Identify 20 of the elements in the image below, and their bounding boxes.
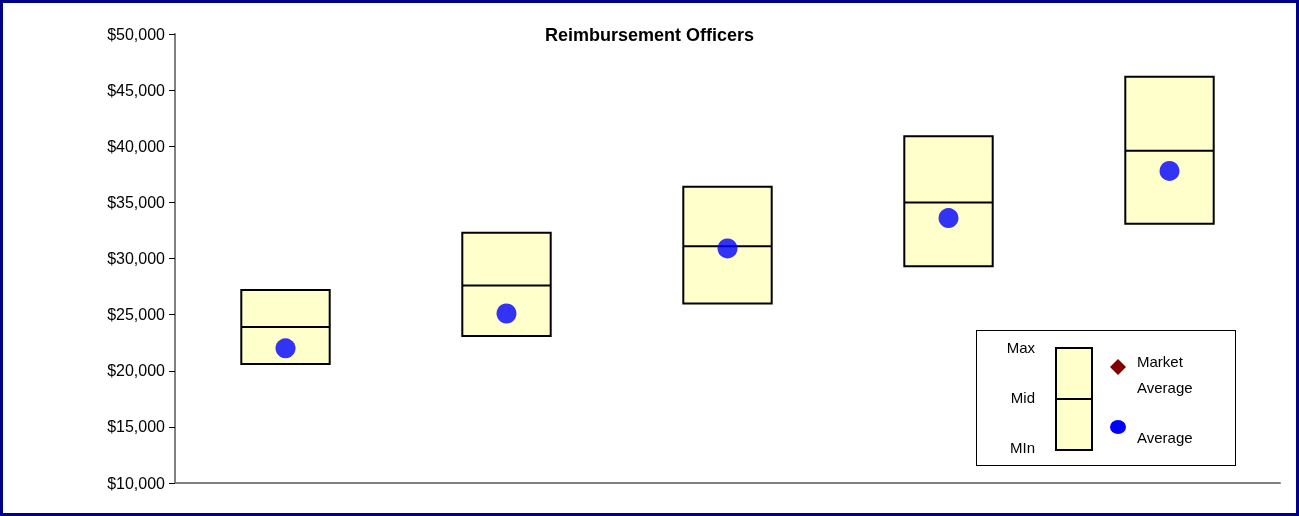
annotation: Mid (1010, 389, 1035, 406)
y-tick-label: $25,000 (107, 306, 166, 324)
annotation: MIn (1009, 439, 1035, 456)
y-tick-label: $15,000 (107, 418, 166, 436)
point (717, 238, 738, 259)
legend-label: Market Average (1137, 352, 1194, 398)
y-tick-label: $20,000 (107, 362, 166, 380)
point (496, 303, 517, 324)
point (275, 338, 296, 359)
chart-title: Reimbursement Officers (544, 25, 755, 45)
y-tick-label: $35,000 (107, 193, 166, 211)
annotation: Max (1006, 339, 1035, 356)
y-tick-label: $45,000 (107, 81, 166, 99)
point (1159, 160, 1180, 181)
legend-label: Average (1137, 428, 1194, 448)
y-tick-label: $10,000 (107, 474, 166, 492)
y-tick-label: $30,000 (107, 250, 166, 267)
point (938, 208, 959, 229)
y-tick-label: $50,000 (107, 25, 166, 43)
y-tick-label: $40,000 (107, 137, 166, 155)
